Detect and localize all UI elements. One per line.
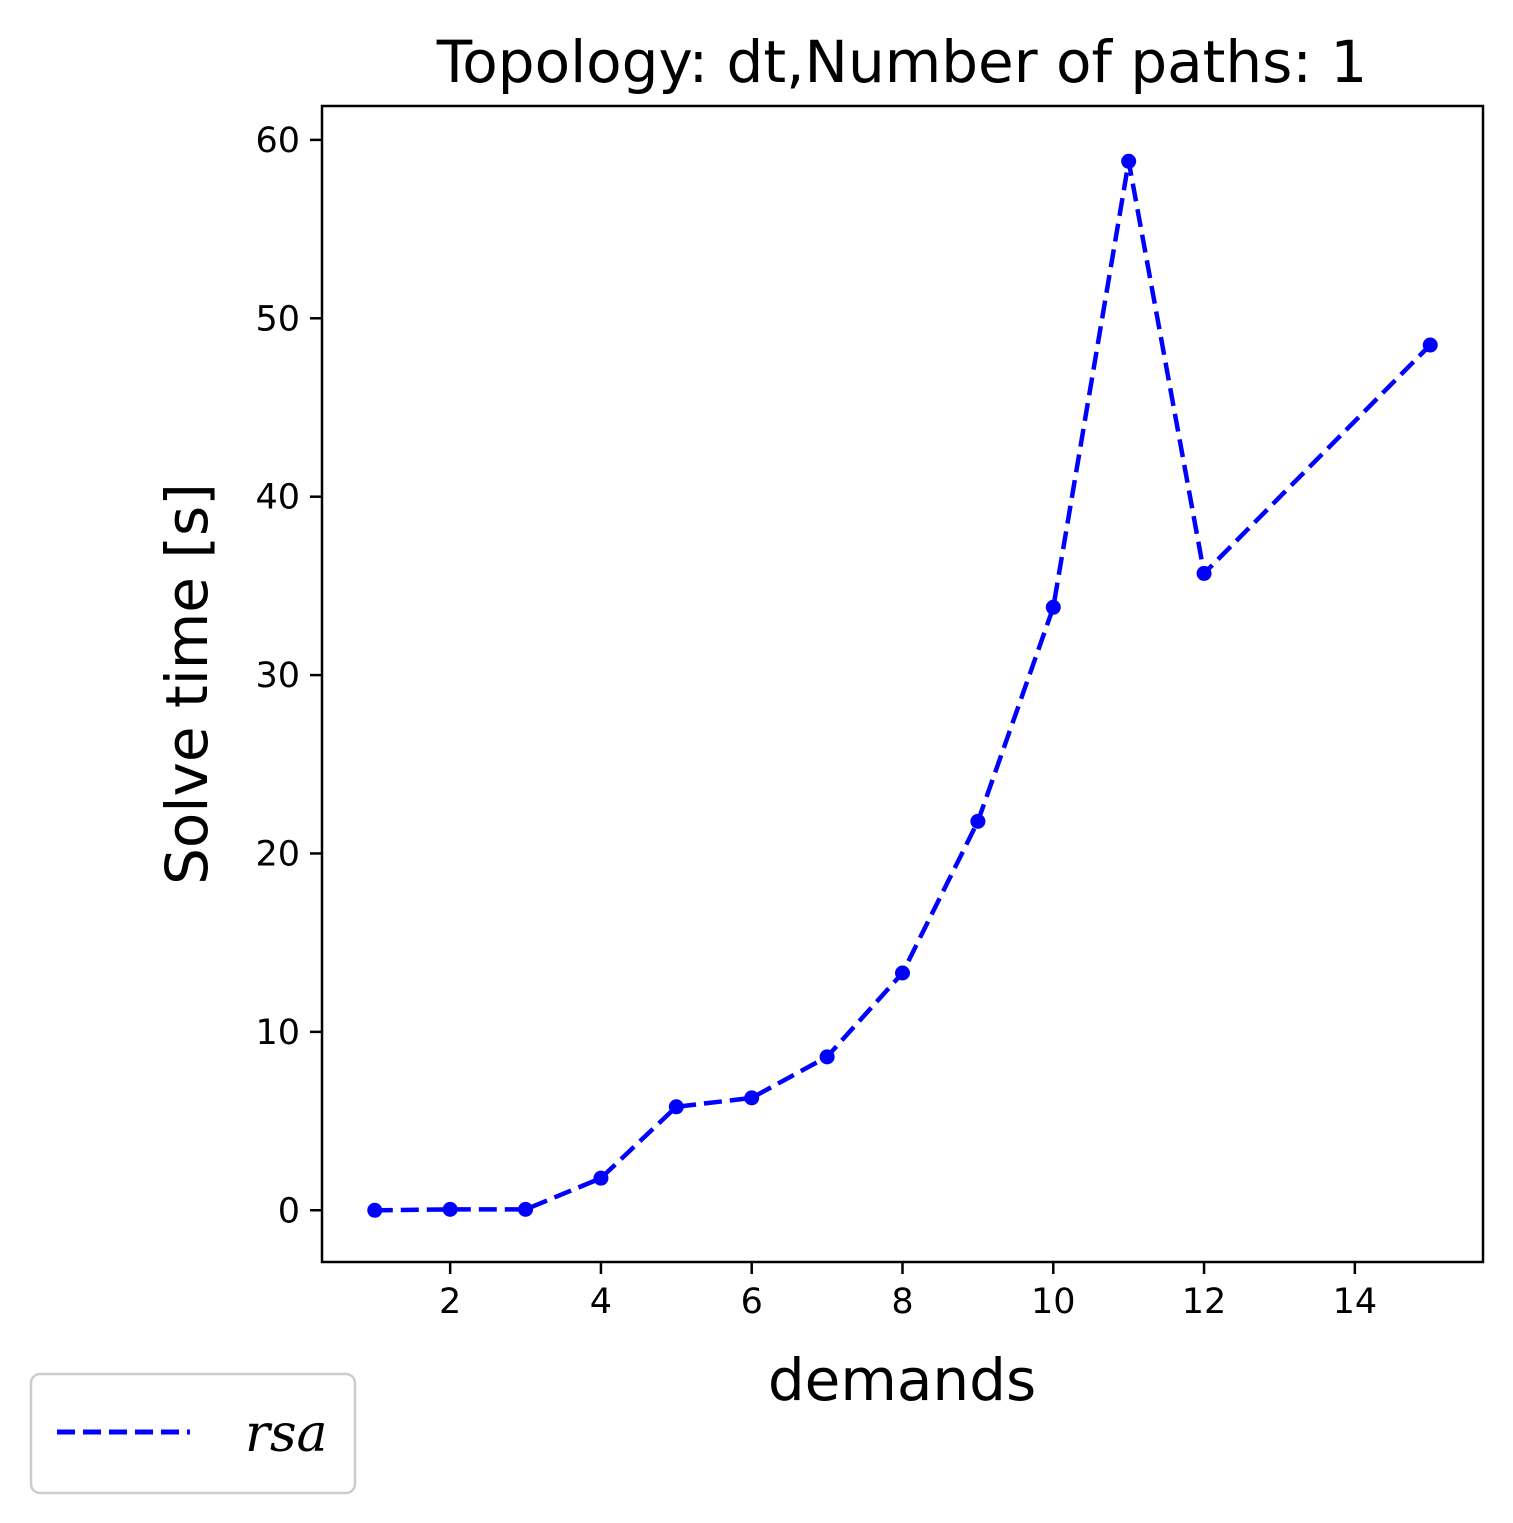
y-tick-label: 50 <box>255 299 300 339</box>
x-tick-label: 12 <box>1182 1282 1227 1322</box>
data-point <box>518 1201 534 1217</box>
data-point <box>593 1170 609 1186</box>
y-tick-label: 20 <box>255 834 300 874</box>
data-point <box>1121 153 1137 169</box>
y-axis-label: Solve time [s] <box>153 483 221 885</box>
plot-series <box>367 153 1438 1218</box>
x-tick-label: 8 <box>891 1282 913 1322</box>
data-point <box>1422 337 1438 353</box>
x-tick-label: 10 <box>1031 1282 1076 1322</box>
y-tick-label: 40 <box>255 478 300 518</box>
y-tick-label: 10 <box>255 1013 300 1053</box>
legend: rsa <box>29 1372 357 1495</box>
x-tick-label: 2 <box>439 1282 461 1322</box>
data-point <box>1045 599 1061 615</box>
y-tick-label: 30 <box>255 656 300 696</box>
x-tick-label: 14 <box>1333 1282 1378 1322</box>
data-point <box>819 1049 835 1065</box>
data-point <box>442 1201 458 1217</box>
data-point <box>668 1099 684 1115</box>
x-axis-label: demands <box>768 1346 1036 1414</box>
legend-box <box>29 1372 357 1495</box>
data-point <box>895 965 910 981</box>
data-point <box>970 813 986 829</box>
data-point <box>744 1090 760 1106</box>
x-tick-label: 4 <box>590 1282 612 1322</box>
x-tick-label: 6 <box>741 1282 763 1322</box>
data-point <box>367 1202 383 1218</box>
chart-title: Topology: dt,Number of paths: 1 <box>436 28 1368 96</box>
data-point <box>1196 565 1212 581</box>
y-tick-label: 0 <box>278 1191 300 1231</box>
plot-area-frame <box>320 104 1485 1264</box>
legend-label: rsa <box>245 1404 328 1464</box>
y-axis-ticks: 0 10 20 30 40 50 60 <box>255 121 322 1231</box>
y-tick-label: 60 <box>255 121 300 161</box>
x-axis-ticks: 2 4 6 8 10 12 14 <box>439 1262 1377 1322</box>
